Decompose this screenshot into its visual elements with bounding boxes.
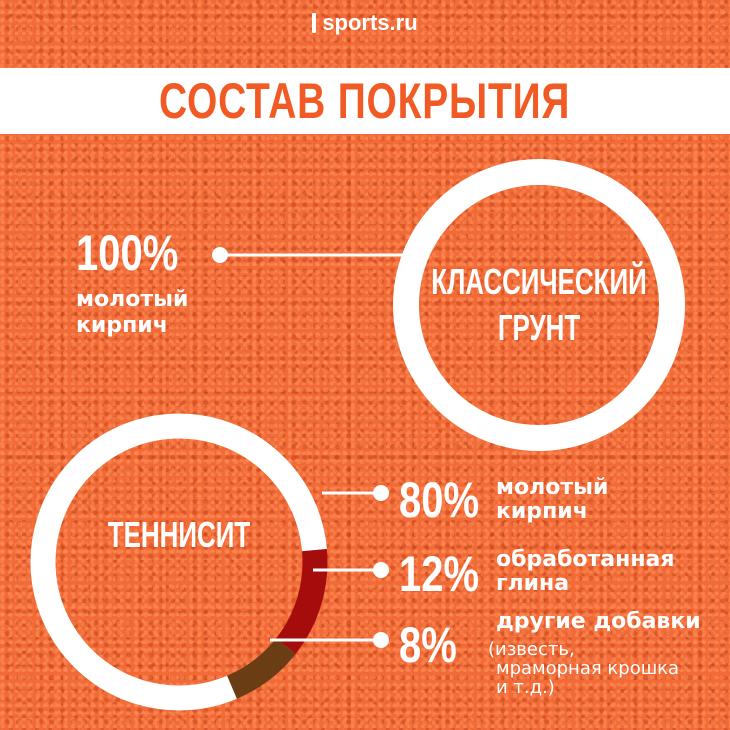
- page-title: СОСТАВ ПОКРЫТИЯ: [159, 73, 571, 129]
- additives-connector-dot: [373, 632, 389, 648]
- tennisit-ring: [30, 413, 328, 711]
- clay-label-line1: обработанная: [496, 547, 675, 572]
- tennisit-segment-clay: [30, 413, 328, 711]
- additives-note-line2: мраморная крошка: [496, 658, 680, 679]
- additives-note-line3: и т.д.): [496, 677, 555, 698]
- classic-title-line2: ГРУНТ: [497, 307, 581, 348]
- additives-note-line1: (известь,: [488, 639, 575, 660]
- brick-percent: 80%: [399, 472, 480, 528]
- clay-percent: 12%: [399, 546, 480, 602]
- additives-label-line1: другие добавки: [496, 609, 701, 634]
- classic-label-line2: кирпич: [76, 313, 168, 338]
- classic-label-line1: молотый: [76, 287, 189, 312]
- additives-percent: 8%: [399, 617, 457, 673]
- clay-label-line2: глина: [496, 571, 570, 596]
- brick-label-line1: молотый: [496, 475, 609, 500]
- logo-bar-icon: [312, 13, 317, 33]
- classic-ring-title: КЛАССИЧЕСКИЙ ГРУНТ: [431, 259, 647, 351]
- brick-connector-dot: [373, 485, 389, 501]
- classic-connector-dot: [212, 247, 228, 263]
- brick-label-line2: кирпич: [496, 499, 588, 524]
- classic-title-line1: КЛАССИЧЕСКИЙ: [431, 261, 647, 302]
- clay-connector-dot: [373, 562, 389, 578]
- title-band: СОСТАВ ПОКРЫТИЯ: [0, 68, 730, 134]
- tennisit-ring-title: ТЕННИСИТ: [107, 514, 251, 555]
- sports-ru-logo: sports.ru: [0, 10, 730, 36]
- logo-text: sports.ru: [322, 10, 418, 35]
- classic-percent: 100%: [76, 225, 179, 281]
- classic-ring-brick: [393, 159, 685, 451]
